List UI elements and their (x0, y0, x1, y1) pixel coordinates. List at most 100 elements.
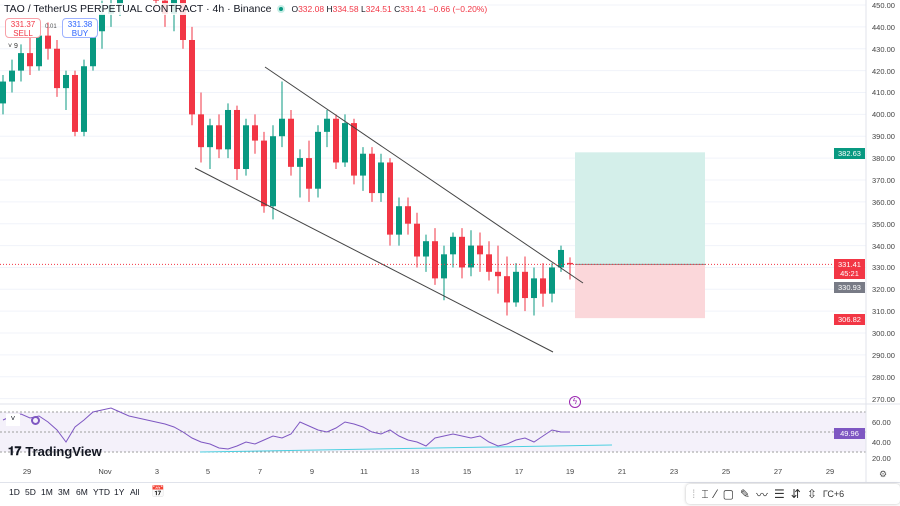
candle-body (351, 123, 357, 176)
candle-body (297, 158, 303, 167)
candle-body (27, 53, 33, 67)
candle-body (333, 118, 339, 163)
fib-icon[interactable]: ☰ (773, 487, 785, 501)
entry-price-tag: 330.93 (834, 282, 865, 293)
candle-body (504, 276, 510, 303)
candle-body (360, 153, 366, 176)
rsi-axis-label: 40.00 (872, 438, 891, 447)
time-axis-label: 11 (360, 467, 368, 476)
long-position-icon[interactable]: ⇵ (790, 487, 801, 501)
candle-body (261, 140, 267, 207)
candle-body (243, 125, 249, 170)
candle-body (387, 162, 393, 235)
collapse-pane-button[interactable]: ˅ (6, 414, 20, 426)
tradingview-logo: 𝟏𝟕 TradingView (8, 444, 102, 459)
price-axis-label: 320.00 (872, 285, 895, 295)
price-axis-label: 360.00 (872, 197, 895, 207)
stop-price-tag: 306.82 (834, 314, 865, 325)
market-status-icon (277, 5, 286, 13)
candle-body (63, 74, 69, 89)
measure-icon[interactable]: ⇳ (806, 487, 817, 501)
last-price-tag: 331.41 45:21 (834, 259, 865, 279)
candle-body (81, 66, 87, 132)
candle-body (450, 236, 456, 255)
time-axis-label: 9 (309, 467, 315, 476)
range-button-1d[interactable]: 1D (9, 487, 20, 497)
candle-body (9, 70, 15, 82)
brush-icon[interactable]: ✎ (739, 487, 750, 501)
range-button-3m[interactable]: 3M (58, 487, 70, 497)
settings-gear-icon[interactable]: ⚙ (879, 469, 888, 479)
rsi-value-tag: 49.96 (834, 428, 865, 439)
trend-line-icon[interactable]: ⁄ (714, 487, 717, 501)
candle-body (72, 74, 78, 132)
price-axis-label: 340.00 (872, 241, 895, 251)
price-axis-label: 350.00 (872, 219, 895, 229)
sell-button[interactable]: 331.37 SELL (5, 18, 41, 38)
text-cursor-icon[interactable]: ⌶ (701, 486, 709, 501)
candle-body (0, 81, 6, 104)
candle-body (45, 35, 51, 49)
range-button-1y[interactable]: 1Y (114, 487, 125, 497)
time-axis-label: 29 (22, 467, 32, 476)
price-axis-label: 380.00 (872, 154, 895, 164)
indicators-toggle[interactable]: ˅ 9 (8, 43, 18, 50)
range-button-ytd[interactable]: YTD (93, 487, 110, 497)
candle-body (216, 125, 222, 150)
time-axis-label: 17 (514, 467, 524, 476)
candle-body (513, 271, 519, 303)
candle-body (540, 278, 546, 294)
candle-body (378, 162, 384, 194)
indicator-settings-icon[interactable] (31, 416, 40, 425)
candle-body (405, 206, 411, 224)
spread-value: 0.01 (45, 24, 57, 30)
candle-body (423, 241, 429, 257)
time-axis-label: 19 (565, 467, 575, 476)
price-axis-label: 410.00 (872, 88, 895, 98)
candle-body (270, 136, 276, 207)
candle-body (90, 31, 96, 67)
candle-body (432, 241, 438, 279)
candle-body (234, 109, 240, 170)
price-axis-label: 270.00 (872, 394, 895, 404)
candle-body (36, 35, 42, 67)
channel-lower-line (194, 167, 554, 353)
price-chart[interactable] (0, 0, 900, 482)
candle-body (495, 271, 501, 277)
price-axis-label: 370.00 (872, 175, 895, 185)
drag-handle-icon[interactable]: ⁞ (692, 487, 696, 501)
time-axis-label: 3 (154, 467, 160, 476)
candle-body (531, 278, 537, 299)
candle-body (567, 262, 573, 265)
timezone-label[interactable]: ГС+6 (822, 489, 845, 499)
candle-body (549, 267, 555, 294)
candle-body (414, 223, 420, 257)
candle-body (153, 0, 159, 1)
time-axis-label: 21 (617, 467, 627, 476)
price-axis-label: 300.00 (872, 329, 895, 339)
buy-button[interactable]: 331.38 BUY (62, 18, 98, 38)
price-axis-label: 280.00 (872, 372, 895, 382)
calendar-goto-icon[interactable]: 📅 (151, 486, 165, 498)
price-axis-label: 400.00 (872, 110, 895, 120)
lightning-event-icon[interactable]: ϟ (569, 396, 581, 408)
range-button-6m[interactable]: 6M (76, 487, 88, 497)
range-button-1m[interactable]: 1M (41, 487, 53, 497)
channel-upper-line (264, 66, 584, 284)
stop-zone (575, 264, 705, 319)
range-button-all[interactable]: All (130, 487, 140, 497)
candle-body (477, 245, 483, 255)
time-axis-label: 25 (721, 467, 731, 476)
path-icon[interactable]: 〰 (755, 487, 768, 502)
price-axis-label: 420.00 (872, 66, 895, 76)
candle-body (396, 206, 402, 235)
time-axis-label: 15 (462, 467, 472, 476)
price-axis-label: 450.00 (872, 1, 895, 10)
target-price-tag: 382.63 (834, 148, 865, 159)
candle-body (486, 254, 492, 272)
rsi-axis-label: 20.00 (872, 454, 891, 463)
range-button-5d[interactable]: 5D (25, 487, 36, 497)
symbol-title[interactable]: TAO / TetherUS PERPETUAL CONTRACT · 4h ·… (4, 3, 272, 15)
candle-body (288, 118, 294, 167)
rectangle-icon[interactable]: ▢ (722, 487, 734, 501)
